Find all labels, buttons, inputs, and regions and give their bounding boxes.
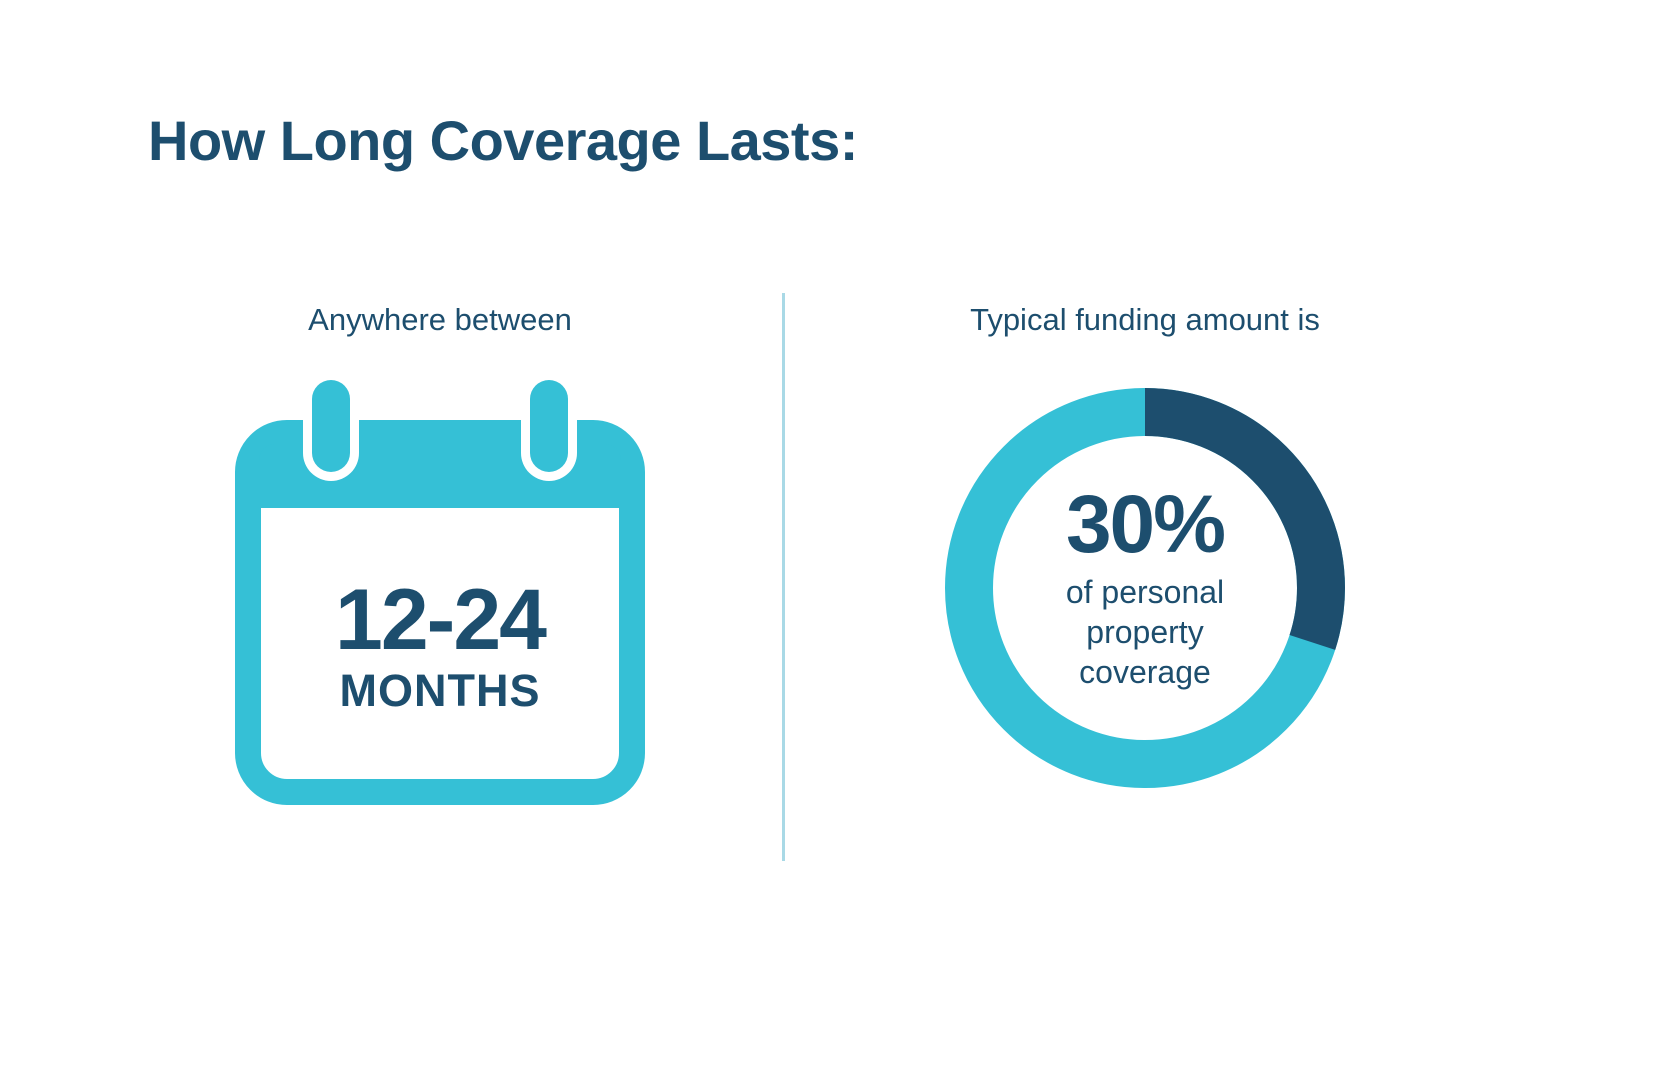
funding-amount-heading: Typical funding amount is: [970, 302, 1320, 337]
coverage-duration-unit: MONTHS: [339, 664, 541, 716]
page-title: How Long Coverage Lasts:: [148, 109, 858, 172]
coverage-duration-value: 12-24: [335, 571, 547, 668]
funding-amount-panel: Typical funding amount is 30% of persona…: [880, 300, 1410, 788]
coverage-duration-heading: Anywhere between: [308, 302, 572, 337]
calendar-icon: 12-24 MONTHS: [235, 380, 645, 805]
donut-center-label: 30% of personal property coverage: [993, 436, 1297, 740]
calendar-ring-left-icon: [312, 380, 350, 472]
calendar-body: 12-24 MONTHS: [261, 510, 619, 779]
funding-label-line-3: coverage: [1079, 654, 1211, 690]
funding-label-line-2: property: [1086, 614, 1204, 650]
donut-value-arc: [945, 388, 1345, 788]
funding-percentage-value: 30%: [1065, 479, 1226, 570]
vertical-divider: [782, 293, 785, 861]
funding-label-line-1: of personal: [1065, 574, 1225, 610]
donut-chart-svg: [945, 388, 1345, 788]
coverage-duration-panel: Anywhere between 12-24 MONTHS: [160, 300, 720, 805]
funding-percentage-label: of personal property coverage: [1066, 572, 1224, 692]
calendar-ring-right-icon: [530, 380, 568, 472]
donut-chart: 30% of personal property coverage: [945, 388, 1345, 788]
